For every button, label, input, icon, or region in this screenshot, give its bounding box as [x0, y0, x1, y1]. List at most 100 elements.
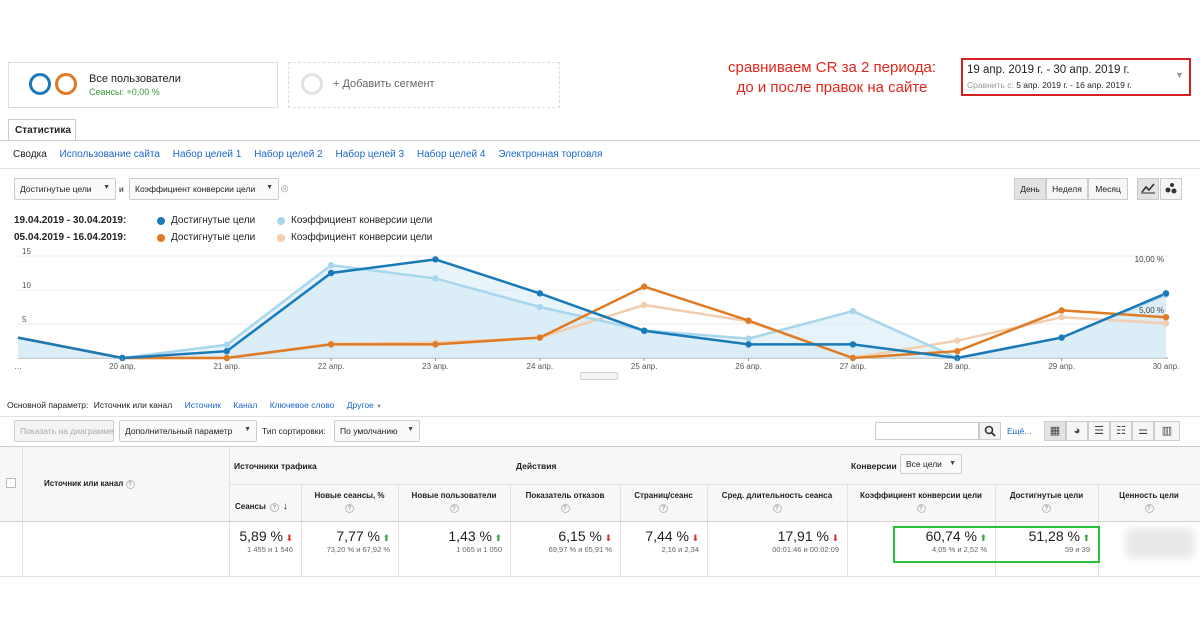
column-divider [398, 484, 399, 576]
sort-desc-icon[interactable]: ↓ [282, 501, 288, 512]
x-tick-label: 27 апр. [840, 362, 867, 371]
table-search-input[interactable] [875, 422, 979, 440]
dimension-source-link[interactable]: Источник [184, 400, 221, 410]
trend-up-icon: ⬆ [379, 533, 390, 543]
cell-comparison: 00:01:46 и 00:02:09 [772, 545, 839, 554]
period-day-button[interactable]: День [1014, 178, 1046, 200]
header-pages-per-session[interactable]: Страниц/сеанс? [620, 491, 707, 513]
header-goal-completions-label: Достигнутые цели [1009, 491, 1084, 500]
sort-type-label: Тип сортировки: [262, 426, 326, 436]
segment-all-users[interactable]: Все пользователи Сеансы: +0,00 % [8, 62, 278, 108]
header-new-users[interactable]: Новые пользователи? [398, 491, 510, 513]
add-segment-label: + Добавить сегмент [333, 78, 435, 90]
y-right-tick-label: 10,00 % [1135, 255, 1164, 264]
cell-comparison: 4,05 % и 2,52 % [931, 545, 987, 554]
column-divider [229, 447, 230, 576]
select-all-checkbox[interactable] [6, 478, 16, 488]
x-tick-label: 26 апр. [735, 362, 762, 371]
dimension-other-label: Другое [346, 400, 374, 410]
x-tick-label: 29 апр. [1048, 362, 1075, 371]
dimension-medium-link[interactable]: Канал [233, 400, 258, 410]
compare-prefix: Сравнить с: [967, 80, 1017, 90]
metric-select-1-label: Достигнутые цели [20, 184, 92, 194]
motion-chart-icon[interactable] [1160, 178, 1182, 200]
period-week-button[interactable]: Неделя [1046, 178, 1088, 200]
cell-comparison: 1 455 и 1 546 [247, 545, 293, 554]
data-point [327, 341, 335, 348]
add-segment-button[interactable]: + Добавить сегмент [288, 62, 560, 108]
data-point [536, 290, 544, 297]
tab-divider [0, 140, 1200, 141]
trend-down-icon: ⬇ [282, 533, 293, 543]
header-avg-session-duration[interactable]: Сред. длительность сеанса? [707, 491, 847, 513]
subnav-site-usage[interactable]: Использование сайта [59, 149, 160, 160]
legend-period-2: 05.04.2019 - 16.04.2019: [14, 232, 127, 243]
dimension-other-link[interactable]: Другое ▼ [347, 400, 382, 410]
header-goal-value[interactable]: Ценность цели? [1098, 491, 1200, 513]
column-divider [707, 484, 708, 576]
cell-value: 7,44 % [645, 528, 689, 544]
report-subnav: Сводка Использование сайта Набор целей 1… [13, 149, 612, 160]
subnav-goal-set-2[interactable]: Набор целей 2 [254, 149, 323, 160]
more-options-link[interactable]: Ещё... [1007, 426, 1032, 436]
subnav-goal-set-3[interactable]: Набор целей 3 [335, 149, 405, 160]
help-icon: ? [125, 480, 135, 489]
segment-title: Все пользователи [89, 73, 181, 85]
show-on-chart-button[interactable]: Показать на диаграмме [14, 420, 114, 442]
goal-select[interactable]: Все цели ▼ [900, 454, 962, 474]
header-new-sessions-pct[interactable]: Новые сеансы, %? [301, 491, 398, 513]
date-range-picker[interactable]: 19 апр. 2019 г. - 30 апр. 2019 г. Сравни… [961, 58, 1191, 96]
data-point [849, 307, 857, 315]
compare-view-icon[interactable]: ☷ [1110, 421, 1132, 441]
header-goal-conversion-rate[interactable]: Коэффициент конверсии цели? [847, 491, 995, 513]
table-bottom-border [0, 576, 1200, 577]
cell-comparison: 2,16 и 2,34 [661, 545, 699, 554]
subnav-summary[interactable]: Сводка [13, 149, 47, 160]
segment-circle-blue-icon [29, 73, 51, 95]
legend-dot-icon [277, 234, 285, 242]
legend-dot-icon [157, 217, 165, 225]
header-new-users-label: Новые пользователи [411, 491, 497, 500]
column-divider [510, 484, 511, 576]
secondary-dimension-select[interactable]: Дополнительный параметр ▼ [119, 420, 257, 442]
data-point [1058, 307, 1065, 314]
term-cloud-view-icon[interactable]: ⚌ [1132, 421, 1154, 441]
chart-resize-handle[interactable] [580, 372, 618, 380]
line-chart-icon[interactable] [1137, 178, 1159, 200]
pie-view-icon[interactable]: ◕ [1066, 421, 1088, 441]
x-tick-label: 25 апр. [631, 362, 658, 371]
data-point [1162, 320, 1170, 327]
header-sessions[interactable]: Сеансы? ↓ [229, 501, 301, 512]
header-sessions-label: Сеансы [235, 502, 266, 511]
period-month-button[interactable]: Месяц [1088, 178, 1128, 200]
comparison-annotation: сравниваем CR за 2 периода: до и после п… [706, 58, 958, 98]
metric-select-1[interactable]: Достигнутые цели ▼ [14, 178, 116, 200]
date-range-current: 19 апр. 2019 г. - 30 апр. 2019 г. [967, 64, 1130, 76]
tab-statistics[interactable]: Статистика [8, 119, 76, 141]
table-view-icon[interactable]: ▦ [1044, 421, 1066, 441]
header-goal-completions[interactable]: Достигнутые цели? [995, 491, 1098, 513]
help-icon: ? [560, 504, 570, 513]
cell-new-users: 1,43 % ⬆ 1 065 и 1 050 [398, 528, 502, 554]
dimension-keyword-link[interactable]: Ключевое слово [269, 400, 335, 410]
date-dropdown-chevron-icon[interactable]: ▼ [1175, 70, 1184, 80]
metric-select-2[interactable]: Коэффициент конверсии цели ▼ [129, 178, 279, 200]
chevron-down-icon: ▼ [376, 404, 383, 410]
chevron-down-icon: ▼ [266, 184, 273, 191]
header-bounce-rate[interactable]: Показатель отказов? [510, 491, 620, 513]
subnav-goal-set-4[interactable]: Набор целей 4 [416, 149, 486, 160]
trend-down-icon: ⬇ [688, 533, 699, 543]
cell-value: 60,74 % [925, 528, 977, 544]
search-icon[interactable] [979, 422, 1001, 440]
pivot-view-icon[interactable]: ▥ [1154, 421, 1180, 441]
secondary-dimension-label: Дополнительный параметр [125, 426, 233, 436]
legend-goals-previous: Достигнутые цели [157, 232, 255, 243]
subnav-ecommerce[interactable]: Электронная торговля [498, 149, 603, 160]
dimension-header[interactable]: Источник или канал ? [44, 479, 135, 489]
remove-metric-icon[interactable]: ⊗ [280, 183, 290, 195]
subnav-goal-set-1[interactable]: Набор целей 1 [172, 149, 242, 160]
performance-view-icon[interactable]: ☰ [1088, 421, 1110, 441]
data-point [640, 301, 648, 309]
cell-comparison: 69,97 % и 65,91 % [548, 545, 612, 554]
sort-type-select[interactable]: По умолчанию ▼ [334, 420, 420, 442]
